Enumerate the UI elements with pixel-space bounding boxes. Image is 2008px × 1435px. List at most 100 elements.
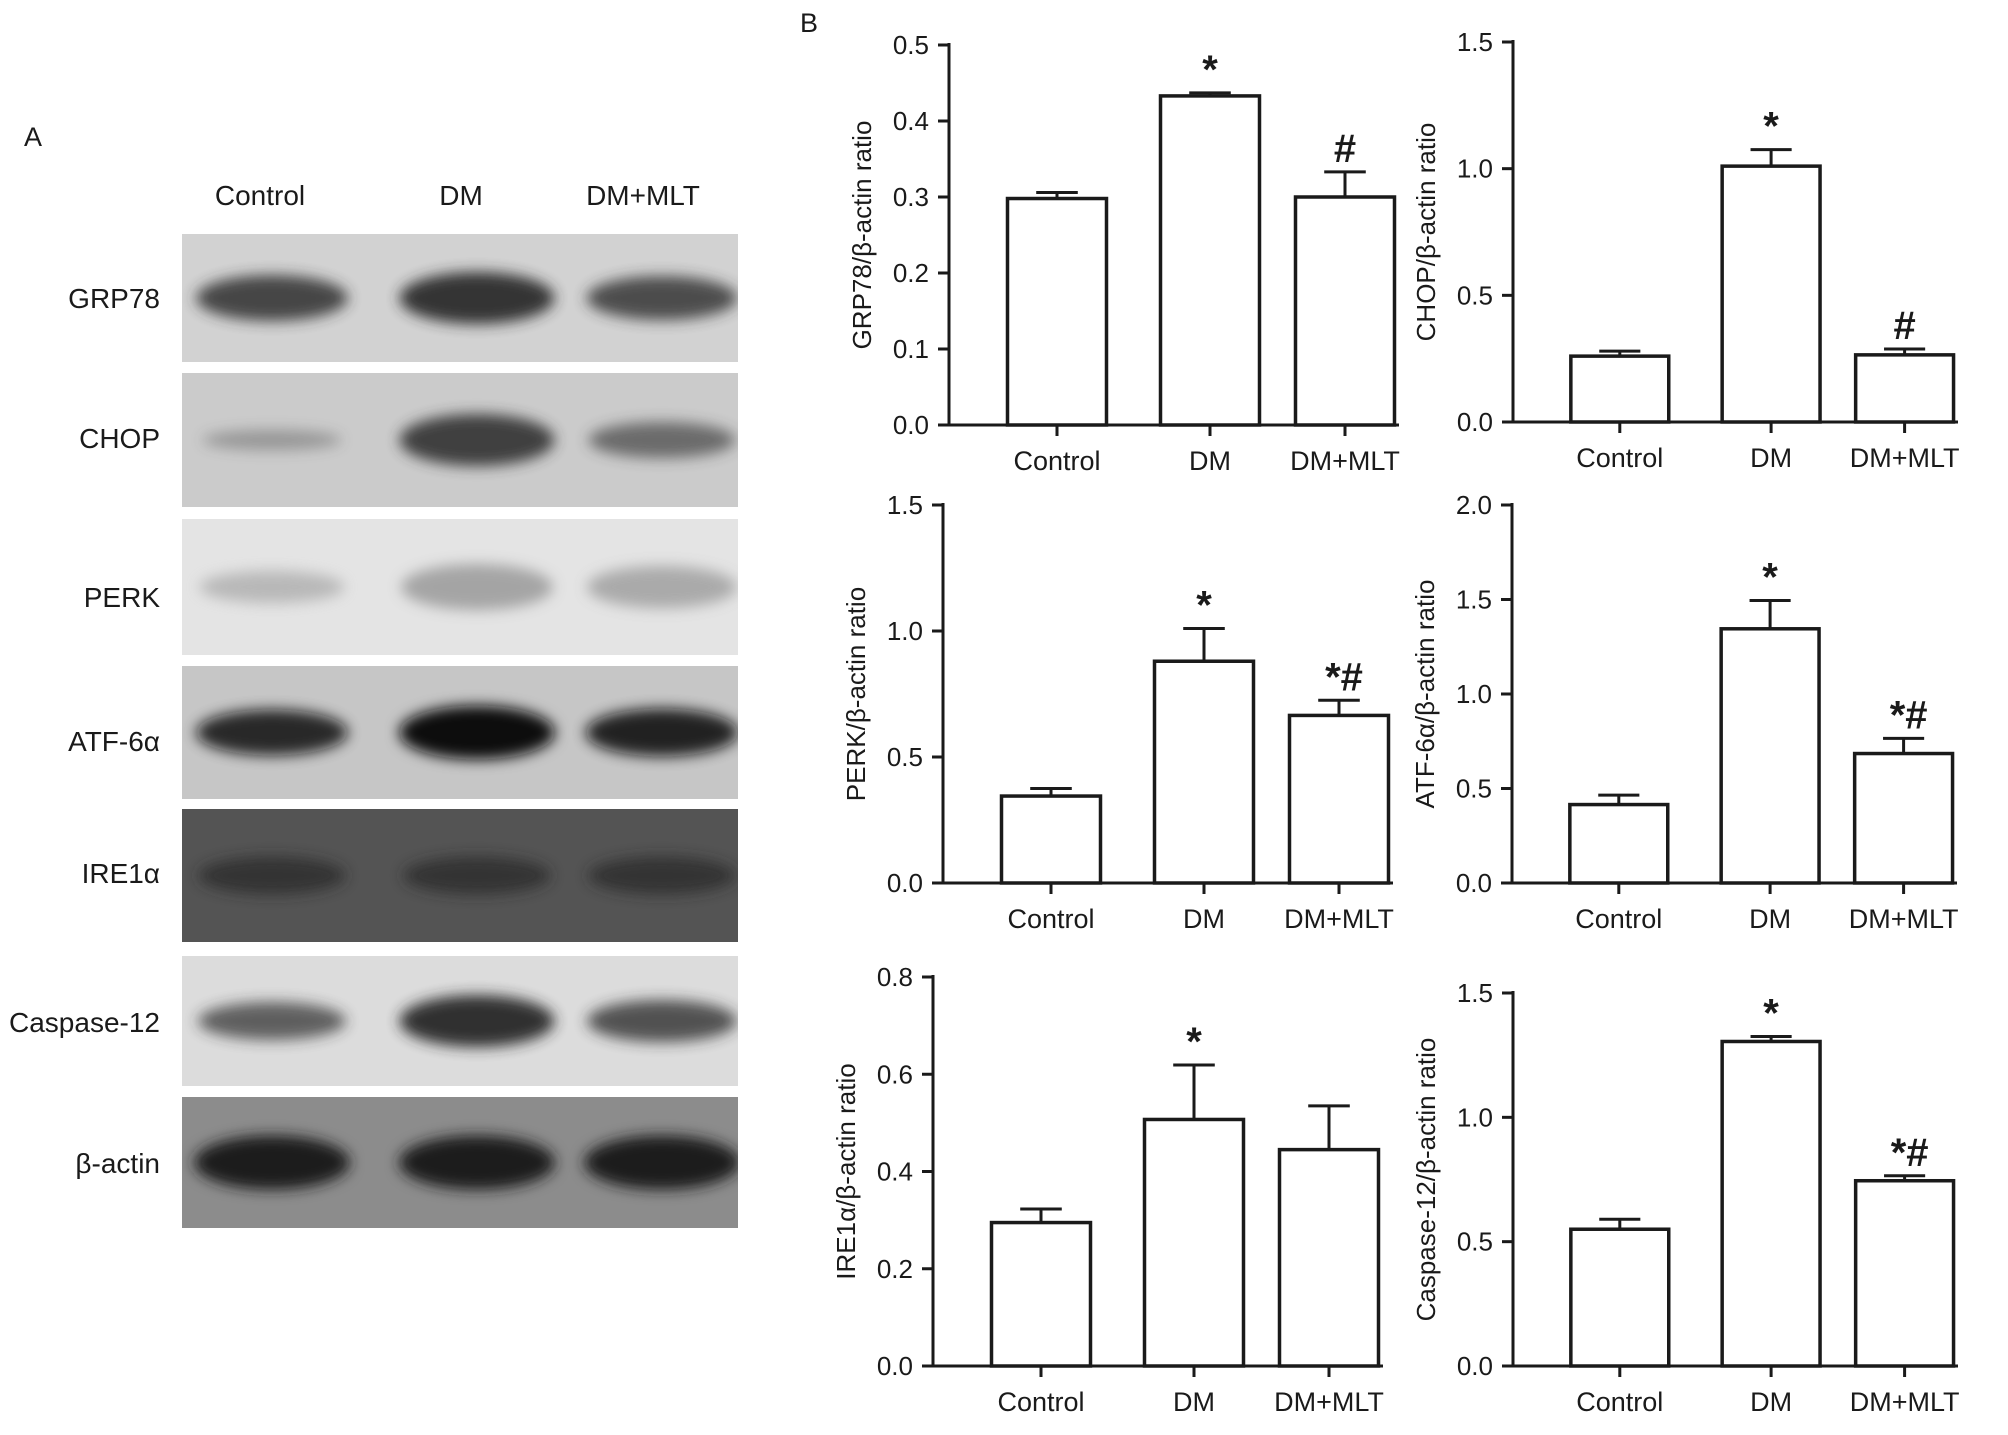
panel-a-letter: A	[24, 122, 43, 152]
blot-strip-chop	[182, 373, 738, 507]
lane-label-dm: DM	[439, 180, 483, 211]
significance-label: *	[1762, 555, 1778, 599]
y-tick-label: 0.5	[1456, 774, 1492, 804]
y-tick-label: 0.5	[887, 742, 923, 772]
y-tick-label: 1.5	[1457, 27, 1493, 57]
significance-label: *#	[1891, 1131, 1929, 1175]
x-tick-label: DM+MLT	[1290, 446, 1400, 476]
x-tick-label: DM+MLT	[1274, 1387, 1384, 1417]
significance-label: #	[1893, 304, 1915, 348]
y-tick-label: 0.5	[893, 30, 929, 60]
blot-band	[399, 1135, 555, 1190]
x-tick-label: DM	[1189, 446, 1231, 476]
y-axis-label: CHOP/β-actin ratio	[1411, 123, 1441, 342]
y-tick-label: 0.0	[877, 1351, 913, 1381]
x-tick-label: Control	[997, 1387, 1084, 1417]
blot-band	[399, 705, 555, 760]
x-tick-label: DM	[1183, 904, 1225, 934]
blot-band	[401, 564, 553, 610]
blot-bands-chop	[182, 373, 738, 507]
blot-strip-grp78	[182, 234, 738, 362]
y-axis-label: ATF-6α/β-actin ratio	[1410, 580, 1440, 809]
bar-chart-5: 0.0 0.2 0.4 0.6 0.8 Control DM * DM+MLT IRE1α/β-a…	[831, 962, 1384, 1417]
bar	[1720, 164, 1822, 424]
blot-bands-grp78	[182, 234, 738, 362]
significance-label: *#	[1325, 655, 1363, 699]
bar	[1568, 802, 1670, 885]
blot-label-grp78: GRP78	[68, 283, 160, 314]
bar	[1277, 1147, 1381, 1368]
blot-bands-perk	[182, 519, 738, 655]
bar	[1569, 1227, 1671, 1368]
significance-label: *	[1196, 583, 1212, 627]
y-tick-label: 0.4	[877, 1157, 913, 1187]
blot-band	[196, 709, 348, 756]
y-tick-label: 1.0	[1457, 1102, 1493, 1132]
bar-chart-1: 0.0 0.1 0.2 0.3 0.4 0.5 Control DM * DM+MLT # GRP78…	[847, 30, 1400, 476]
blot-band	[588, 422, 736, 458]
bar	[1158, 94, 1262, 427]
bar-chart-2: 0.0 0.5 1.0 1.5 Control DM * DM+MLT # CHOP/β-acti…	[1411, 27, 1959, 473]
bar	[1569, 354, 1671, 424]
bar-chart-4: 0.0 0.5 1.0 1.5 2.0 Control DM * DM+MLT *# ATF-6α/…	[1410, 490, 1958, 934]
blot-band	[588, 856, 736, 895]
x-tick-label: DM+MLT	[1849, 904, 1959, 934]
bar	[1852, 751, 1955, 885]
blot-label-chop: CHOP	[79, 423, 160, 454]
blot-bands-ire1a	[182, 809, 738, 942]
y-tick-label: 1.5	[887, 490, 923, 520]
y-tick-label: 0.0	[1457, 1351, 1493, 1381]
blot-label-caspase12: Caspase-12	[9, 1007, 160, 1038]
blot-band	[403, 856, 551, 895]
y-tick-label: 0.5	[1457, 1227, 1493, 1257]
blot-label-ire1a: IRE1α	[81, 858, 160, 889]
significance-label: *	[1202, 48, 1218, 92]
x-tick-label: DM+MLT	[1850, 1387, 1960, 1417]
bar-chart-6: 0.0 0.5 1.0 1.5 Control DM * DM+MLT *# Caspase-12…	[1411, 978, 1959, 1417]
x-tick-label: DM+MLT	[1850, 443, 1960, 473]
blot-band	[399, 995, 555, 1047]
blot-bands-atf6a	[182, 666, 739, 799]
x-tick-label: Control	[1576, 1387, 1663, 1417]
significance-label: *#	[1890, 693, 1928, 737]
x-tick-label: DM+MLT	[1284, 904, 1394, 934]
bar	[1005, 196, 1109, 427]
blot-band	[587, 1000, 737, 1042]
blot-band	[399, 272, 555, 324]
y-tick-label: 0.5	[1457, 280, 1493, 310]
y-tick-label: 0.4	[893, 106, 929, 136]
blot-band	[399, 414, 555, 466]
x-tick-label: Control	[1575, 904, 1662, 934]
y-tick-label: 0.0	[1456, 868, 1492, 898]
blot-strip-caspase12	[182, 956, 738, 1086]
y-tick-label: 0.6	[877, 1059, 913, 1089]
y-tick-label: 1.5	[1456, 585, 1492, 615]
blot-band	[584, 1135, 740, 1190]
y-tick-label: 0.2	[893, 258, 929, 288]
y-axis-label: PERK/β-actin ratio	[841, 587, 871, 801]
y-tick-label: 1.0	[1456, 679, 1492, 709]
bar-chart-3: 0.0 0.5 1.0 1.5 Control DM * DM+MLT *# PERK/β-act…	[841, 490, 1394, 934]
y-axis-label: Caspase-12/β-actin ratio	[1411, 1038, 1441, 1322]
blot-band	[587, 566, 737, 608]
significance-label: *	[1763, 105, 1779, 149]
y-tick-label: 0.0	[1457, 407, 1493, 437]
blot-band	[194, 1135, 350, 1190]
blot-label-atf6a: ATF-6α	[68, 726, 160, 757]
bar	[989, 1220, 1093, 1368]
blot-strip-ire1a	[182, 809, 738, 942]
blot-bands-beta-actin	[182, 1097, 740, 1228]
x-tick-label: DM	[1750, 1387, 1792, 1417]
blot-band	[585, 708, 739, 757]
y-tick-label: 0.2	[877, 1254, 913, 1284]
blot-band	[199, 571, 345, 603]
x-tick-label: DM	[1749, 904, 1791, 934]
bar	[1853, 353, 1956, 424]
bar	[1152, 659, 1256, 885]
lane-label-control: Control	[214, 180, 306, 211]
lane-label-dm-mlt: DM+MLT	[586, 180, 700, 211]
blot-label-perk: PERK	[83, 582, 160, 613]
significance-label: #	[1334, 127, 1356, 171]
blot-strip-beta-actin	[182, 1097, 740, 1228]
